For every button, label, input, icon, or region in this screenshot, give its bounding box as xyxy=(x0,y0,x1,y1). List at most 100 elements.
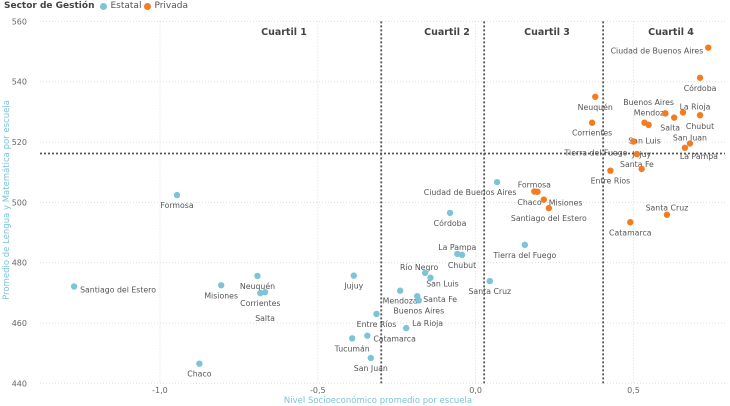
quartile-label: Cuartil 2 xyxy=(424,27,470,38)
privada-point[interactable] xyxy=(686,140,694,147)
estatal-point[interactable] xyxy=(196,360,203,367)
point-label: Tucumán xyxy=(334,344,370,353)
x-tick-label: 0,5 xyxy=(627,386,640,395)
privada-point[interactable] xyxy=(662,110,669,117)
estatal-point[interactable] xyxy=(521,241,529,249)
privada-point[interactable] xyxy=(681,144,689,151)
estatal-point[interactable] xyxy=(421,269,429,277)
quartile-label: Cuartil 3 xyxy=(524,27,570,38)
legend: Sector de Gestión Estatal Privada xyxy=(4,1,188,11)
legend-estatal[interactable]: Estatal xyxy=(110,1,142,11)
estatal-point[interactable] xyxy=(415,297,423,304)
point-label: La Rioja xyxy=(680,102,711,111)
estatal-point[interactable] xyxy=(458,251,466,259)
point-label: Corrientes xyxy=(240,299,280,308)
y-tick-label: 520 xyxy=(12,138,27,147)
point-label: Catamarca xyxy=(609,228,652,237)
point-label: Ciudad de Buenos Aires xyxy=(611,47,704,56)
point-label: Corrientes xyxy=(572,129,612,138)
point-label: Mendoza xyxy=(634,108,669,117)
estatal-point[interactable] xyxy=(350,272,357,279)
estatal-point[interactable] xyxy=(173,191,181,199)
point-label: Misiones xyxy=(204,291,238,300)
point-label: Chubut xyxy=(448,261,476,270)
point-label: Santa Cruz xyxy=(468,287,511,296)
estatal-point[interactable] xyxy=(396,287,404,294)
legend-privada-marker xyxy=(144,2,152,10)
privada-point[interactable] xyxy=(588,119,596,126)
point-label: Santiago del Estero xyxy=(80,285,156,294)
privada-point[interactable] xyxy=(607,167,614,174)
point-label: Formosa xyxy=(160,201,193,210)
privada-point[interactable] xyxy=(545,204,553,212)
privada-point[interactable] xyxy=(696,74,704,81)
y-tick-label: 460 xyxy=(12,319,27,328)
point-label: La Pampa xyxy=(680,152,718,161)
estatal-point[interactable] xyxy=(493,178,501,186)
estatal-point[interactable] xyxy=(486,277,494,285)
point-label: Córdoba xyxy=(684,84,717,93)
quartile-label: Cuartil 1 xyxy=(261,27,307,38)
point-label: Santa Fe xyxy=(423,295,457,304)
point-label: San Juan xyxy=(354,364,388,373)
point-label: San Juan xyxy=(673,134,707,143)
point-label: Ciudad de Buenos Aires xyxy=(424,188,517,197)
point-label: Tierra del Fuego xyxy=(492,251,556,260)
point-label: Misiones xyxy=(549,199,583,208)
y-tick-label: 440 xyxy=(12,379,27,388)
estatal-point[interactable] xyxy=(217,282,225,289)
privada-point[interactable] xyxy=(679,109,687,116)
point-label: Neuquén xyxy=(240,282,275,291)
point-label: Buenos Aires xyxy=(393,306,444,315)
y-tick-label: 560 xyxy=(12,17,27,26)
estatal-point[interactable] xyxy=(261,289,269,296)
estatal-point[interactable] xyxy=(70,283,78,290)
legend-estatal-marker xyxy=(100,2,108,10)
privada-point[interactable] xyxy=(696,111,704,119)
point-label: La Pampa xyxy=(438,243,476,252)
privada-point[interactable] xyxy=(592,93,599,100)
estatal-point[interactable] xyxy=(454,250,461,258)
privada-point[interactable] xyxy=(663,211,671,218)
point-label: Entre Ríos xyxy=(357,320,397,329)
y-tick-label: 540 xyxy=(12,78,27,87)
privada-point[interactable] xyxy=(630,138,637,145)
legend-privada[interactable]: Privada xyxy=(154,1,188,11)
point-label: Santa Cruz xyxy=(646,204,689,213)
privada-point[interactable] xyxy=(638,165,645,173)
point-label: Jujuy xyxy=(631,150,651,159)
privada-point[interactable] xyxy=(627,219,634,226)
point-label: Chubut xyxy=(686,122,714,131)
estatal-point[interactable] xyxy=(402,324,410,332)
estatal-point[interactable] xyxy=(348,335,356,342)
privada-point[interactable] xyxy=(633,150,641,158)
estatal-point[interactable] xyxy=(373,310,380,318)
y-axis-title: Promedio de Lengua y Matemática por escu… xyxy=(2,100,12,300)
point-label: Salta xyxy=(255,314,275,323)
estatal-point[interactable] xyxy=(364,332,371,339)
point-label: Chaco xyxy=(187,370,211,379)
estatal-point[interactable] xyxy=(257,289,264,297)
point-label: Formosa xyxy=(518,180,551,189)
x-tick-label: -0,5 xyxy=(310,386,326,395)
point-label: Río Negro xyxy=(400,263,438,272)
point-label: Mendoza xyxy=(383,297,418,306)
y-tick-label: 500 xyxy=(12,198,27,207)
point-label: Jujuy xyxy=(343,282,363,291)
estatal-point[interactable] xyxy=(446,209,454,217)
estatal-point[interactable] xyxy=(254,272,261,280)
estatal-point[interactable] xyxy=(367,354,375,362)
privada-point[interactable] xyxy=(670,114,678,121)
privada-point[interactable] xyxy=(645,121,652,129)
privada-point[interactable] xyxy=(540,196,548,203)
point-label: Santiago del Estero xyxy=(511,214,587,223)
estatal-point[interactable] xyxy=(427,274,434,281)
point-label: San Luis xyxy=(426,280,459,289)
privada-point[interactable] xyxy=(705,44,712,51)
point-label: La Rioja xyxy=(412,319,443,328)
point-label: Chaco xyxy=(517,198,541,207)
privada-point[interactable] xyxy=(534,188,541,195)
point-label: Salta xyxy=(660,124,680,133)
